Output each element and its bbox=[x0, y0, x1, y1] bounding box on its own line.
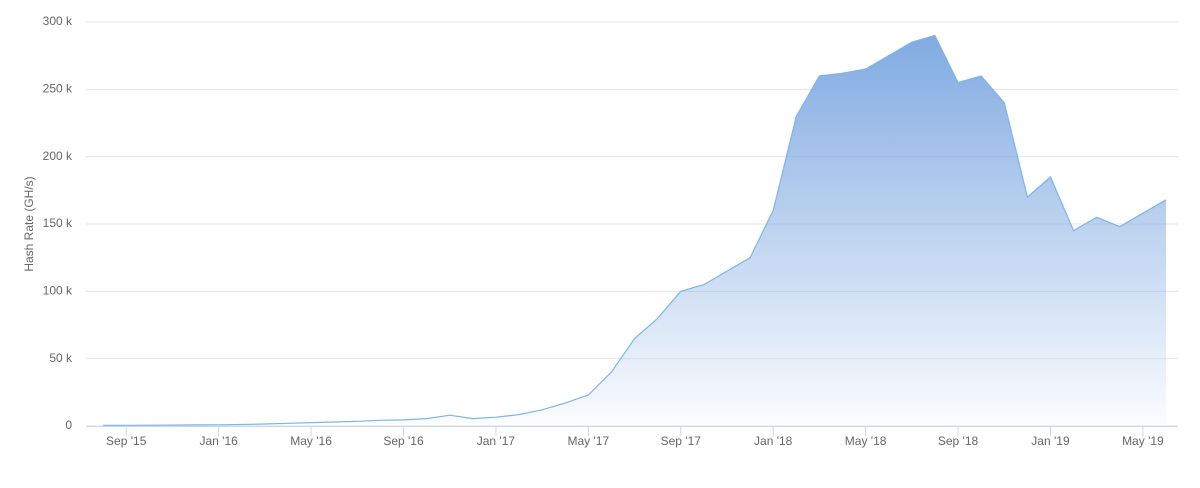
y-tick-label: 0 bbox=[65, 418, 72, 432]
area bbox=[103, 35, 1167, 426]
y-tick-label: 300 k bbox=[43, 14, 73, 28]
y-axis-title: Hash Rate (GH/s) bbox=[22, 176, 36, 271]
x-tick-label: Jan '18 bbox=[754, 434, 793, 448]
y-tick-label: 100 k bbox=[43, 284, 73, 298]
x-tick-label: Jan '16 bbox=[199, 434, 238, 448]
x-tick-label: Sep '15 bbox=[106, 434, 147, 448]
x-tick-label: May '16 bbox=[290, 434, 332, 448]
y-tick-label: 150 k bbox=[43, 216, 73, 230]
line bbox=[103, 34, 1167, 426]
x-tick-label: Jan '19 bbox=[1031, 434, 1070, 448]
x-tick-label: May '18 bbox=[845, 434, 887, 448]
x-tick-label: Jan '17 bbox=[477, 434, 516, 448]
y-tick-label: 50 k bbox=[49, 351, 73, 365]
x-tick-label: May '19 bbox=[1122, 434, 1164, 448]
x-tick-label: Sep '17 bbox=[661, 434, 702, 448]
x-tick-label: Sep '18 bbox=[938, 434, 979, 448]
x-tick-label: Sep '16 bbox=[383, 434, 424, 448]
y-tick-label: 250 k bbox=[43, 82, 73, 96]
x-tick-label: May '17 bbox=[568, 434, 610, 448]
y-tick-label: 200 k bbox=[43, 149, 73, 163]
